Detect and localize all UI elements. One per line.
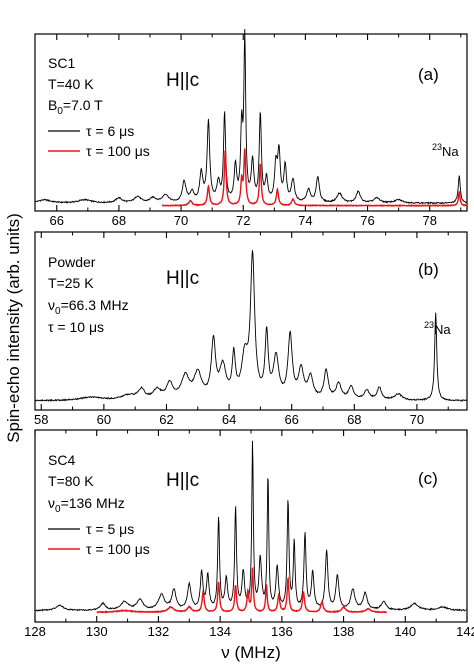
panel-a: 66 68 70 72 74 76 78 SC1 T=40 K B0=7.0 T H||c … xyxy=(34,28,468,228)
panel-b-na-label: 23Na xyxy=(424,320,451,337)
x-tick-label: 66 xyxy=(50,213,64,228)
series-line-1 xyxy=(35,440,467,612)
panel-b-info-4: τ = 10 μs xyxy=(48,319,104,335)
x-tick-label: 68 xyxy=(112,213,126,228)
x-tick-label: 60 xyxy=(97,412,111,427)
x-tick-label: 138 xyxy=(333,624,355,639)
x-tick-label: 136 xyxy=(271,624,293,639)
x-tick-label: 72 xyxy=(236,213,250,228)
panel-b-series xyxy=(35,250,467,402)
panel-b-x-ticks: 58 60 62 64 66 68 70 xyxy=(34,232,449,427)
panel-b-frame xyxy=(34,231,468,411)
x-tick-label: 134 xyxy=(209,624,231,639)
panel-a-x-ticks: 66 68 70 72 74 76 78 xyxy=(50,34,462,228)
x-tick-label: 74 xyxy=(298,213,312,228)
panel-a-field-label: H||c xyxy=(166,70,199,91)
x-tick-label: 68 xyxy=(347,412,361,427)
panel-c-field-label: H||c xyxy=(166,470,199,491)
panel-b: 58 60 62 64 66 68 70 Powder T=25 K ν0=66.3 MHz… xyxy=(34,231,468,427)
x-tick-label: 130 xyxy=(86,624,108,639)
x-axis-label: ν (MHz) xyxy=(221,643,280,662)
panel-c-info-3: ν0=136 MHz xyxy=(48,495,125,515)
x-tick-label: 58 xyxy=(34,412,48,427)
panel-c-series xyxy=(35,440,467,614)
x-tick-label: 76 xyxy=(360,213,374,228)
panel-a-legend-label-2: τ = 100 μs xyxy=(86,143,150,159)
x-tick-label: 70 xyxy=(410,412,424,427)
panel-c-info-1: SC4 xyxy=(48,452,75,468)
panel-b-field-label: H||c xyxy=(166,268,199,289)
panel-c-legend-label-1: τ = 5 μs xyxy=(86,521,134,537)
panel-a-info-3: B0=7.0 T xyxy=(48,97,103,117)
panel-b-info-3: ν0=66.3 MHz xyxy=(48,297,129,317)
panel-a-info-1: SC1 xyxy=(48,55,75,71)
x-tick-label: 66 xyxy=(284,412,298,427)
x-tick-label: 64 xyxy=(222,412,236,427)
panel-b-info-1: Powder xyxy=(48,254,96,270)
panel-a-frame xyxy=(34,33,468,212)
series-line-2 xyxy=(96,566,387,614)
panel-c-legend-label-2: τ = 100 μs xyxy=(86,541,150,557)
panel-a-info-2: T=40 K xyxy=(48,76,94,92)
y-axis-label: Spin-echo intensity (arb. units) xyxy=(4,213,23,443)
panel-a-legend-label-1: τ = 6 μs xyxy=(86,123,134,139)
panel-b-letter: (b) xyxy=(418,260,439,279)
series-line-2 xyxy=(161,148,468,208)
x-tick-label: 70 xyxy=(174,213,188,228)
x-tick-label: 140 xyxy=(394,624,416,639)
x-tick-label: 128 xyxy=(24,624,46,639)
x-tick-label: 62 xyxy=(159,412,173,427)
x-tick-label: 142 xyxy=(456,624,474,639)
series-line-1 xyxy=(35,28,467,205)
panel-c-letter: (c) xyxy=(418,469,438,488)
x-tick-label: 132 xyxy=(148,624,170,639)
panel-c-x-ticks: 128 130 132 134 136 138 140 142 xyxy=(24,430,474,639)
panel-a-na-label: 23Na xyxy=(432,142,459,159)
x-tick-label: 78 xyxy=(422,213,436,228)
series-line-1 xyxy=(35,250,467,402)
panel-b-info-2: T=25 K xyxy=(48,275,94,291)
panel-a-letter: (a) xyxy=(418,65,439,84)
panel-c: 128 130 132 134 136 138 140 142 SC4 T=80 K ν0=1… xyxy=(24,429,474,639)
panel-a-series xyxy=(35,28,468,208)
panel-c-info-2: T=80 K xyxy=(48,473,94,489)
